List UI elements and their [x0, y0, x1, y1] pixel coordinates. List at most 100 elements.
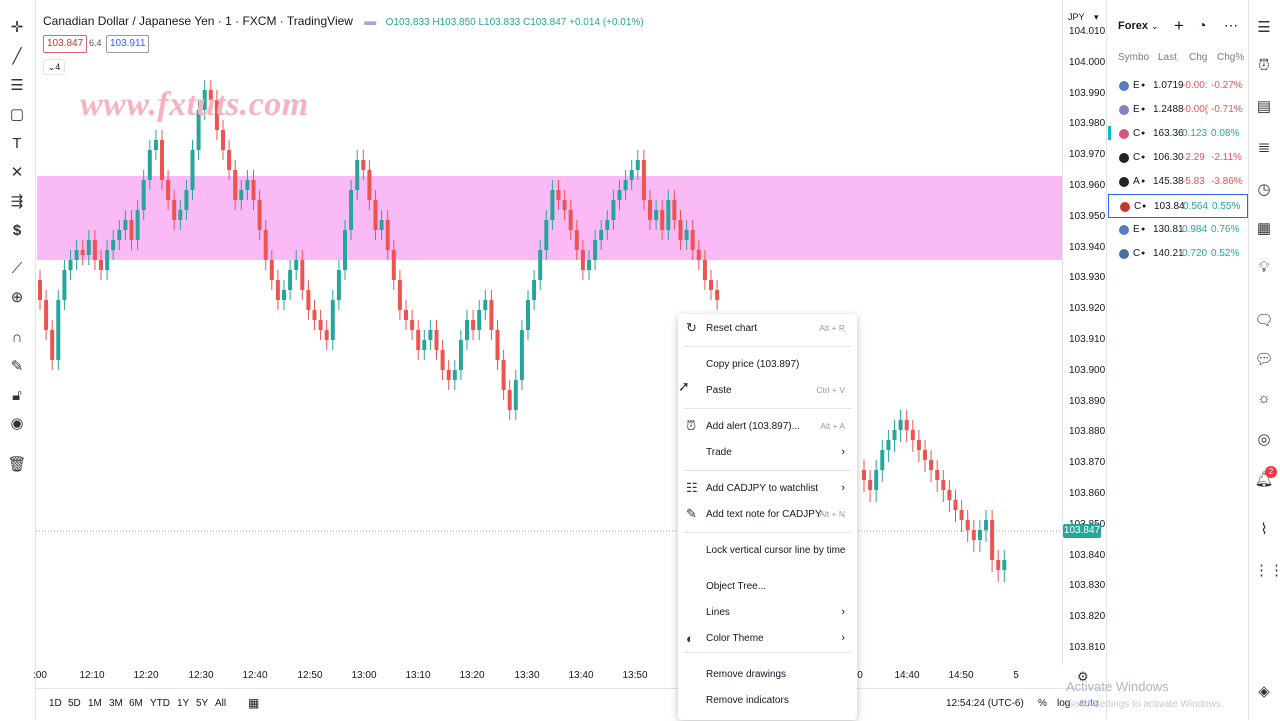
watchlist-header-3[interactable]: Chg%	[1217, 52, 1245, 63]
price-chart[interactable]	[0, 0, 1062, 665]
watchlist-menu-icon[interactable]: ◔	[1198, 17, 1207, 33]
range-button-5d[interactable]: 5D	[68, 698, 81, 709]
menu-separator	[684, 408, 851, 409]
pattern-icon[interactable]: ✕	[10, 164, 24, 181]
candle-body	[483, 300, 488, 310]
watchlist-header-1[interactable]: Last	[1158, 52, 1177, 63]
watchlist-title[interactable]: Forex ⌄	[1118, 20, 1159, 32]
screener-icon[interactable]: ≣	[1257, 139, 1271, 156]
menu-item-lock-vertical-cursor-line-by-time[interactable]: Lock vertical cursor line by time	[678, 538, 857, 562]
range-button-ytd[interactable]: YTD	[150, 698, 170, 709]
menu-item-copy-price-103-897[interactable]: Copy price (103.897)	[678, 352, 857, 376]
news-icon[interactable]: ▤	[1256, 98, 1272, 115]
watchlist-row[interactable]: C ● 103.84 0.564 0.55%	[1108, 194, 1248, 218]
currency-dropdown-icon[interactable]: ▾	[1094, 12, 1099, 22]
trash-icon[interactable]: 🗑︎	[7, 456, 27, 473]
candle-body	[489, 300, 494, 330]
settings-icon[interactable]: ⚙	[1077, 669, 1089, 684]
menu-item-remove-drawings[interactable]: Remove drawings	[678, 662, 857, 686]
candle-body	[56, 300, 61, 360]
dollar-icon[interactable]: $	[12, 221, 22, 239]
watchlist-row[interactable]: E ● 1.2488 -0.00(-0.71%	[1108, 98, 1248, 122]
bulb-idea-icon[interactable]: ☼	[1257, 390, 1271, 407]
bid-box[interactable]: 103.847	[43, 35, 88, 53]
log-toggle[interactable]: log	[1057, 698, 1071, 709]
range-button-1m[interactable]: 1M	[88, 698, 102, 709]
ask-box[interactable]: 103.911	[106, 35, 150, 53]
watchlist-row[interactable]: C ● 163.36 0.123 0.08%	[1108, 122, 1248, 146]
watchlist-row[interactable]: A ● 145.38 -5.83 -3.86%	[1108, 170, 1248, 194]
hotlist-icon[interactable]: ◷	[1257, 181, 1271, 198]
zoom-icon[interactable]: ⊕	[10, 289, 24, 306]
add-symbol-icon[interactable]: +	[1174, 16, 1184, 35]
market-status-icon: ●	[1141, 82, 1146, 89]
range-button-5y[interactable]: 5Y	[196, 698, 209, 709]
menu-item-remove-indicators[interactable]: Remove indicators	[678, 688, 857, 712]
calendar-grid-icon[interactable]: ▦	[1256, 220, 1272, 237]
trend-line-icon[interactable]: ╱	[12, 48, 22, 65]
menu-item-label: Object Tree...	[706, 580, 767, 592]
candle-body	[153, 140, 158, 150]
prediction-icon[interactable]: ⇶	[10, 193, 24, 210]
watchlist-header-0[interactable]: Symbo	[1118, 52, 1150, 63]
watchlist-row[interactable]: E ● 1.0719 -0.00: -0.27%	[1108, 74, 1248, 98]
more-icon[interactable]: ⋯	[1224, 17, 1238, 33]
range-button-1d[interactable]: 1D	[49, 698, 62, 709]
activate-windows-title: Activate Windows	[1066, 679, 1169, 694]
layers-icon[interactable]: ◈	[1258, 683, 1270, 700]
menu-item-add-text-note-for-cadjpy[interactable]: ✎ Add text note for CADJPY Alt + N	[678, 502, 857, 526]
range-button-6m[interactable]: 6M	[129, 698, 143, 709]
time-tick: 13:00	[351, 670, 377, 681]
row-symbol: C	[1133, 248, 1141, 259]
menu-item-add-alert-103-897[interactable]: ⏰︎ Add alert (103.897)... Alt + A	[678, 414, 857, 438]
menu-item-label: Add CADJPY to watchlist	[706, 482, 819, 494]
candle-body	[355, 160, 360, 190]
text-icon[interactable]: T	[12, 134, 22, 152]
pencil-lock-icon[interactable]: ✎	[10, 358, 24, 375]
range-button-1y[interactable]: 1Y	[177, 698, 190, 709]
ruler-icon[interactable]: ⟋	[11, 259, 23, 277]
crosshair-icon[interactable]: ✛	[10, 19, 24, 36]
range-button-3m[interactable]: 3M	[109, 698, 123, 709]
candle-body	[977, 530, 982, 540]
menu-item-color-theme[interactable]: ◐ Color Theme ›	[678, 626, 857, 650]
chat-icon[interactable]: 🗨︎	[1254, 312, 1274, 329]
watchlist-header-2[interactable]: Chg	[1189, 52, 1208, 63]
row-change-pct: -3.86%	[1211, 176, 1243, 187]
symbol-title[interactable]: Canadian Dollar / Japanese Yen · 1 · FXC…	[43, 14, 353, 28]
clock-readout[interactable]: 12:54:24 (UTC-6)	[946, 698, 1024, 709]
drag-handle-icon[interactable]: ⋮⋮	[1254, 562, 1280, 579]
menu-item-trade[interactable]: Trade ›	[678, 440, 857, 464]
price-axis[interactable]	[1062, 0, 1107, 665]
watchlist-row[interactable]: C ● 106.30 -2.29 -2.11%	[1108, 146, 1248, 170]
calendar-icon[interactable]: ▦	[248, 696, 260, 710]
chevron-down-icon: ⌄	[1151, 21, 1159, 31]
watchlist-row[interactable]: C ● 140.21 0.720 0.52%	[1108, 242, 1248, 266]
range-button-all[interactable]: All	[215, 698, 227, 709]
candle-body	[245, 180, 250, 190]
candle-body	[50, 330, 55, 360]
ideas-icon[interactable]: 💡︎	[1258, 259, 1270, 276]
indicators-toggle[interactable]: ⌄4	[43, 59, 65, 75]
menu-item-add-cadjpy-to-watchlist[interactable]: ☷ Add CADJPY to watchlist ›	[678, 476, 857, 500]
chats-icon[interactable]: 💬︎	[1254, 351, 1274, 368]
menu-item-reset-chart[interactable]: ↻ Reset chart Alt + R	[678, 316, 857, 340]
rectangle-icon[interactable]: ▢	[9, 106, 25, 123]
auto-toggle[interactable]: auto	[1079, 698, 1099, 709]
watchlist-icon[interactable]: ☰	[1257, 19, 1271, 36]
price-tick: 103.880	[1069, 426, 1106, 438]
magnet-icon[interactable]: ∩	[11, 328, 23, 346]
lock-icon[interactable]: 🔓︎	[12, 386, 22, 404]
watchlist-row[interactable]: E ● 130.81 0.984 0.76%	[1108, 218, 1248, 242]
percent-toggle[interactable]: %	[1038, 698, 1047, 709]
trading-panel-icon[interactable]: ⌇	[1260, 521, 1268, 538]
menu-item-lines[interactable]: Lines ›	[678, 600, 857, 624]
eye-icon[interactable]: ◉	[10, 415, 24, 432]
candle-body	[568, 210, 573, 230]
alarm-clock-icon[interactable]: ⏰︎	[1258, 57, 1270, 74]
menu-item-object-tree[interactable]: Object Tree...	[678, 574, 857, 598]
currency-label[interactable]: JPY	[1068, 12, 1085, 22]
menu-item-paste[interactable]: Paste Ctrl + V	[678, 378, 857, 402]
fib-icon[interactable]: ☰	[10, 77, 24, 94]
streams-icon[interactable]: ◎	[1257, 431, 1271, 448]
